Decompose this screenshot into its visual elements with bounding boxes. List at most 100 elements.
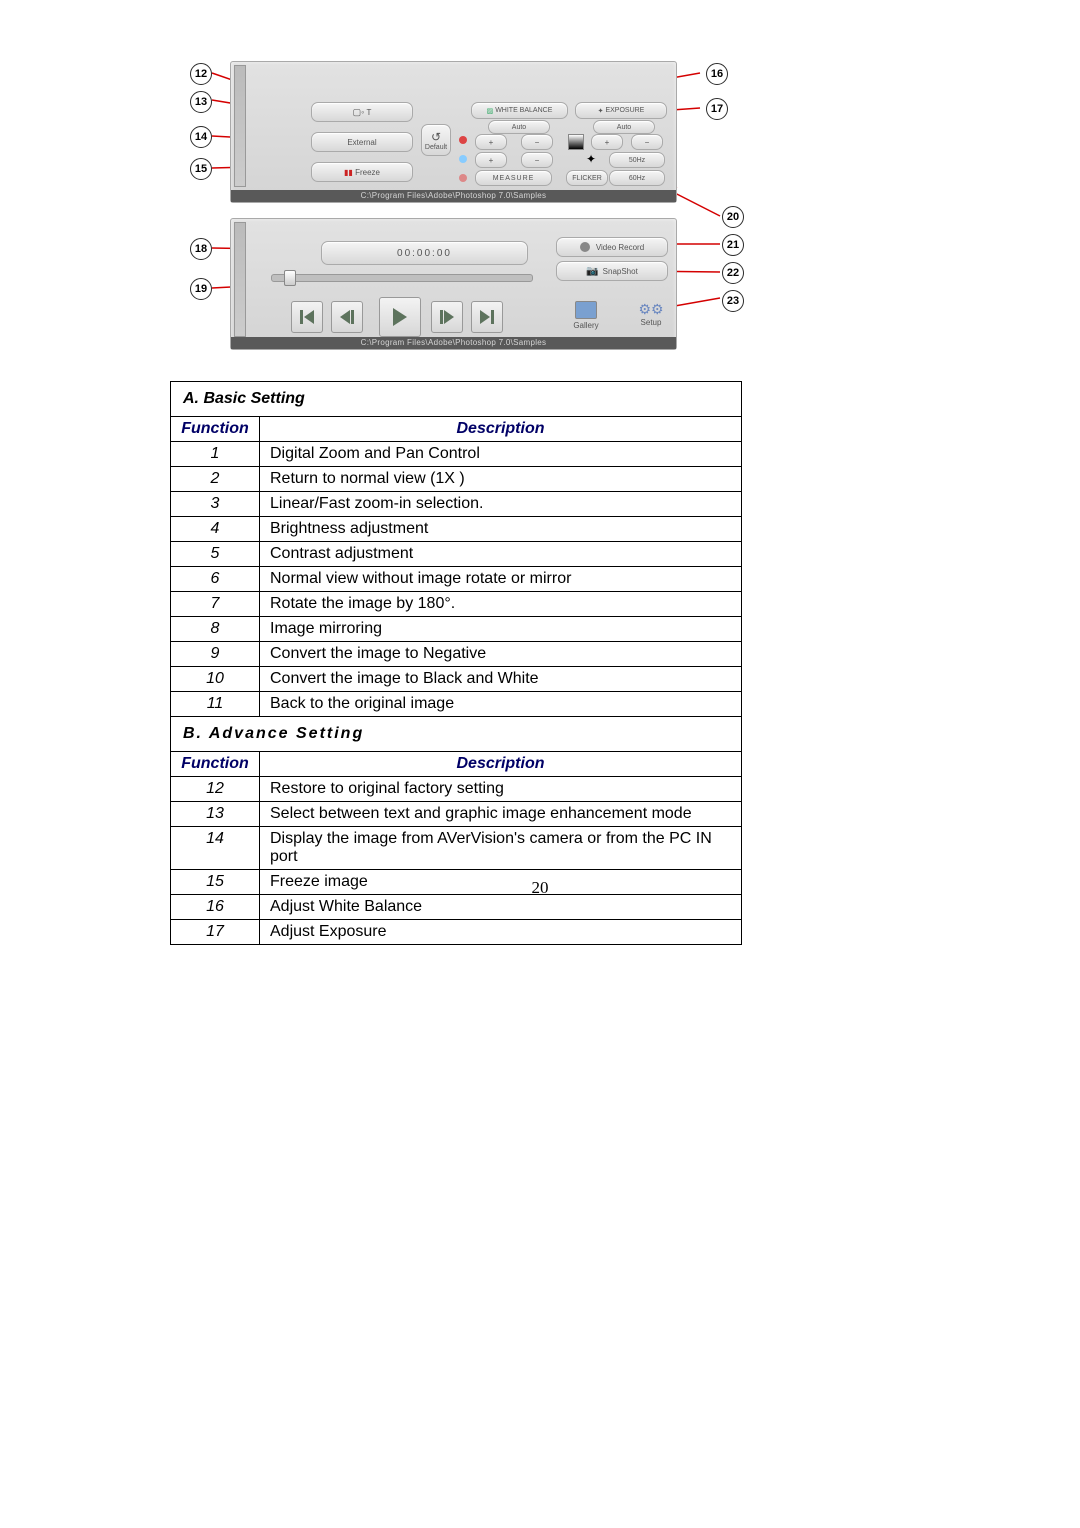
cell-description: Convert the image to Negative	[260, 642, 741, 666]
cyan-dot-icon	[459, 155, 467, 163]
cell-description: Back to the original image	[260, 692, 741, 716]
exposure-label[interactable]: ✦ EXPOSURE	[575, 102, 667, 119]
seek-handle[interactable]	[284, 270, 296, 286]
table-row: 13Select between text and graphic image …	[171, 802, 741, 827]
plus-button-3[interactable]: +	[475, 152, 507, 168]
timecode-display: 00:00:00	[321, 241, 528, 265]
cell-description: Adjust White Balance	[260, 895, 741, 919]
plus-button-2[interactable]: +	[591, 134, 623, 150]
cell-description: Rotate the image by 180°.	[260, 592, 741, 616]
page-number: 20	[0, 878, 1080, 898]
cell-function: 2	[171, 467, 260, 491]
snapshot-button[interactable]: 📷 SnapShot	[556, 261, 668, 281]
panel-edge	[234, 65, 246, 187]
table-row: 16Adjust White Balance	[171, 895, 741, 920]
measure-button[interactable]: MEASURE	[475, 170, 552, 186]
cell-function: 10	[171, 667, 260, 691]
cell-function: 4	[171, 517, 260, 541]
cell-function: 13	[171, 802, 260, 826]
callout-21: 21	[722, 234, 744, 256]
cell-function: 14	[171, 827, 260, 869]
cell-function: 7	[171, 592, 260, 616]
fifty-hz-button[interactable]: 50Hz	[609, 152, 665, 168]
table-row: 12Restore to original factory setting	[171, 777, 741, 802]
table-row: 11Back to the original image	[171, 692, 741, 716]
plus-button-1[interactable]: +	[475, 134, 507, 150]
record-icon	[580, 242, 590, 252]
cell-function: 8	[171, 617, 260, 641]
cell-description: Return to normal view (1X )	[260, 467, 741, 491]
auto-left[interactable]: Auto	[488, 120, 550, 134]
path-strip-1: C:\Program Files\Adobe\Photoshop 7.0\Sam…	[231, 190, 676, 202]
setup-button[interactable]: ⚙⚙ Setup	[626, 301, 676, 327]
go-start-button[interactable]	[291, 301, 323, 333]
callout-19: 19	[190, 278, 212, 300]
gallery-icon	[575, 301, 597, 319]
table-row: 5Contrast adjustment	[171, 542, 741, 567]
table-row: 1Digital Zoom and Pan Control	[171, 442, 741, 467]
setup-icon: ⚙⚙	[626, 301, 676, 318]
cell-description: Contrast adjustment	[260, 542, 741, 566]
seek-bar[interactable]	[271, 274, 533, 282]
gallery-button[interactable]: Gallery	[561, 301, 611, 330]
figure: 12 13 14 15 18 19 16 17 20 21 22 23 ▢◦ T…	[190, 58, 920, 358]
cell-description: Digital Zoom and Pan Control	[260, 442, 741, 466]
cell-function: 11	[171, 692, 260, 716]
red-dot-icon	[459, 136, 467, 144]
minus-button-1[interactable]: −	[521, 134, 553, 150]
callout-20: 20	[722, 206, 744, 228]
path-strip-2: C:\Program Files\Adobe\Photoshop 7.0\Sam…	[231, 337, 676, 349]
text-graphic-button[interactable]: ▢◦ T	[311, 102, 413, 122]
top-panel: ▢◦ T External ▮▮ Freeze ↺Default ▨ WHITE…	[230, 61, 677, 203]
camera-icon: 📷	[586, 266, 598, 277]
table-row: 17Adjust Exposure	[171, 920, 741, 944]
sixty-hz-button[interactable]: 60Hz	[609, 170, 665, 186]
minus-button-2[interactable]: −	[631, 134, 663, 150]
table-row: 2Return to normal view (1X )	[171, 467, 741, 492]
cell-description: Brightness adjustment	[260, 517, 741, 541]
cell-function: 5	[171, 542, 260, 566]
panel-edge	[234, 222, 246, 337]
table-row: 4Brightness adjustment	[171, 517, 741, 542]
callout-17: 17	[706, 98, 728, 120]
table-header: Function Description	[171, 752, 741, 777]
page: 12 13 14 15 18 19 16 17 20 21 22 23 ▢◦ T…	[0, 0, 1080, 1528]
pink-dot-icon	[459, 174, 467, 182]
table-row: 6Normal view without image rotate or mir…	[171, 567, 741, 592]
section-a-title: A. Basic Setting	[171, 382, 741, 417]
auto-right[interactable]: Auto	[593, 120, 655, 134]
default-button[interactable]: ↺Default	[421, 124, 451, 156]
col-function: Function	[171, 752, 260, 776]
freeze-button[interactable]: ▮▮ Freeze	[311, 162, 413, 182]
table-row: 9Convert the image to Negative	[171, 642, 741, 667]
cell-function: 9	[171, 642, 260, 666]
minus-button-3[interactable]: −	[521, 152, 553, 168]
go-end-button[interactable]	[471, 301, 503, 333]
callout-13: 13	[190, 91, 212, 113]
table-row: 8Image mirroring	[171, 617, 741, 642]
external-button[interactable]: External	[311, 132, 413, 152]
callout-12: 12	[190, 63, 212, 85]
col-function: Function	[171, 417, 260, 441]
play-button[interactable]	[379, 297, 421, 337]
function-table: A. Basic Setting Function Description 1D…	[170, 381, 742, 945]
step-back-button[interactable]	[331, 301, 363, 333]
callout-18: 18	[190, 238, 212, 260]
cell-description: Image mirroring	[260, 617, 741, 641]
col-description: Description	[260, 752, 741, 776]
callout-23: 23	[722, 290, 744, 312]
cell-function: 1	[171, 442, 260, 466]
cell-description: Adjust Exposure	[260, 920, 741, 944]
flicker-icon: ✦	[586, 152, 596, 166]
cell-function: 12	[171, 777, 260, 801]
table-row: 10Convert the image to Black and White	[171, 667, 741, 692]
step-fwd-button[interactable]	[431, 301, 463, 333]
col-description: Description	[260, 417, 741, 441]
callout-22: 22	[722, 262, 744, 284]
section-b-title: B. Advance Setting	[171, 716, 741, 752]
white-balance-label[interactable]: ▨ WHITE BALANCE	[471, 102, 568, 119]
video-record-button[interactable]: Video Record	[556, 237, 668, 257]
cell-description: Display the image from AVerVision's came…	[260, 827, 741, 869]
contrast-icon	[568, 134, 584, 150]
table-row: 14Display the image from AVerVision's ca…	[171, 827, 741, 870]
